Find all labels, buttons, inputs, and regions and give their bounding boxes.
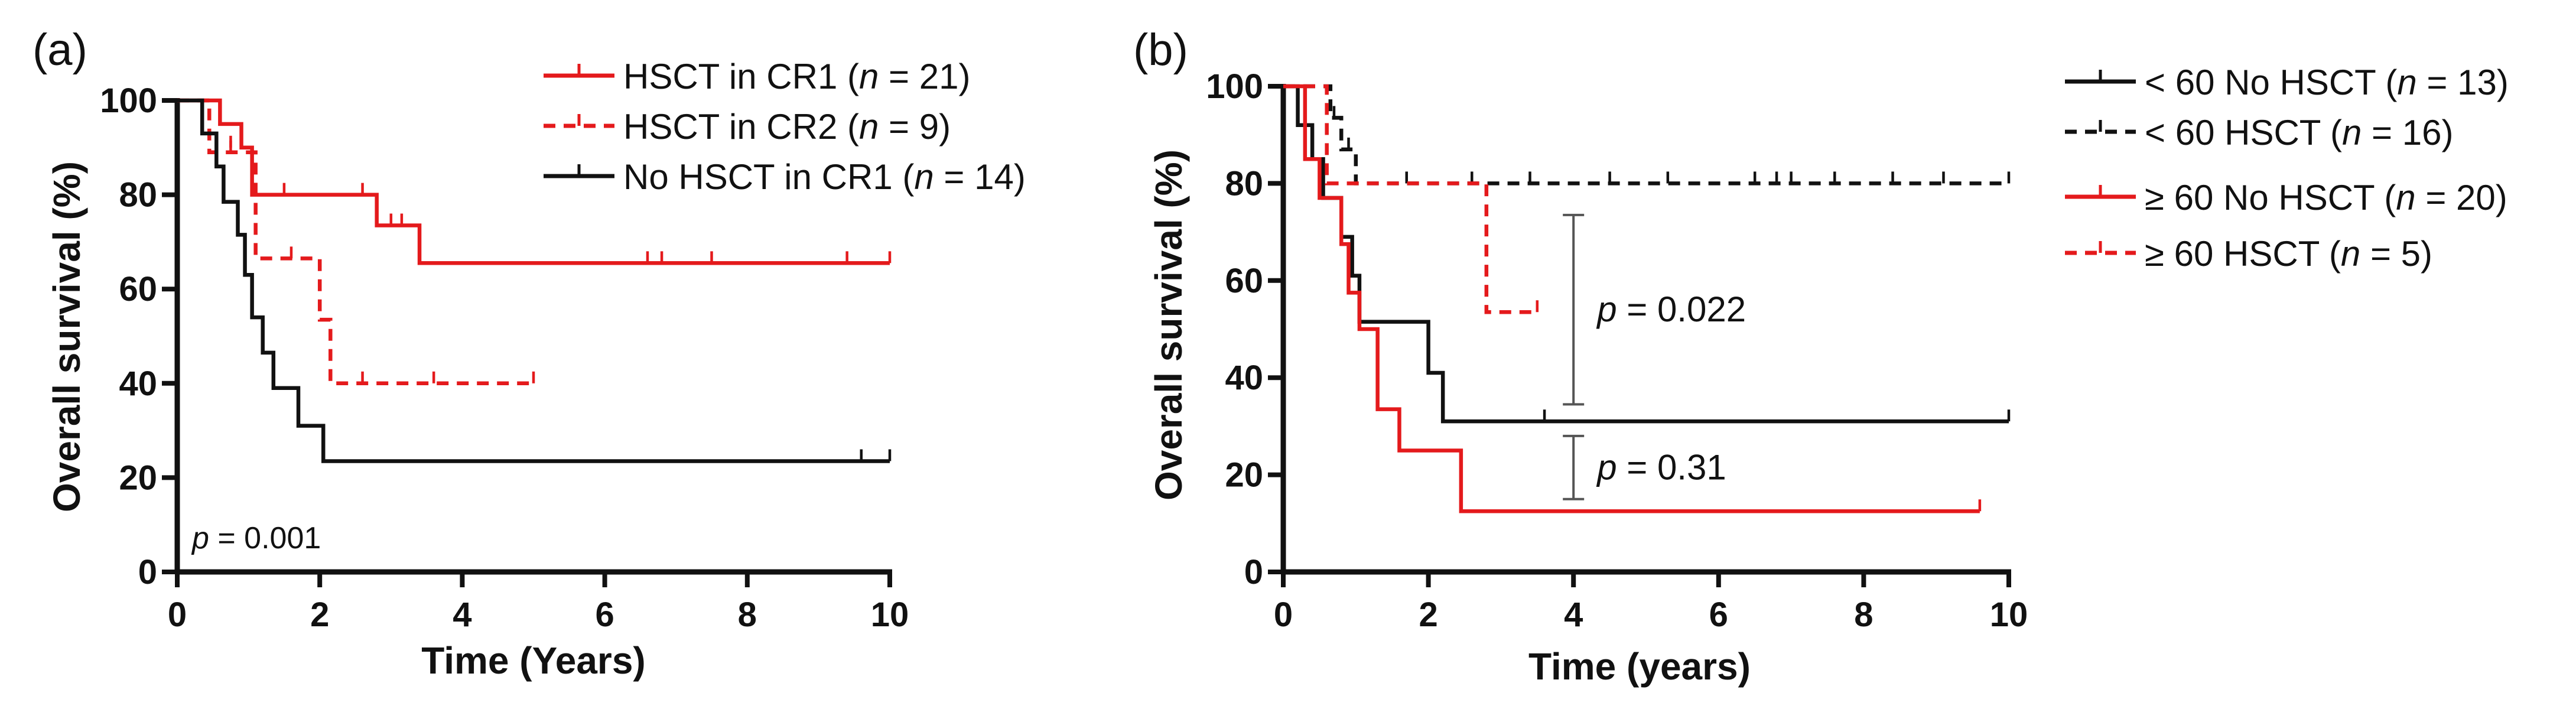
comparison-bracket-2: p = 0.31 — [1563, 434, 1726, 500]
y-tick-label: 20 — [119, 458, 157, 497]
panel-b-series — [1283, 84, 2011, 513]
panel-b-x-ticks: 0 2 4 6 8 10 — [1274, 572, 2028, 634]
series-no-hsct-in-cr1 — [177, 98, 892, 463]
panel-a-y-axis-title: Overall survival (%) — [45, 161, 88, 512]
survival-curve-no-hsct-in-cr1 — [177, 98, 890, 463]
y-tick-label: 80 — [119, 176, 157, 214]
panel-a-p-value: p = 0.001 — [191, 521, 321, 555]
legend-item-hsct-cr1: HSCT in CR1 (n = 21) — [544, 57, 970, 96]
x-tick-label: 6 — [1709, 596, 1728, 634]
panel-b-y-axis-title: Overall survival (%) — [1147, 149, 1190, 500]
panel-a-y-ticks: 0 20 40 60 80 100 — [100, 82, 177, 591]
x-tick-label: 10 — [1990, 596, 2028, 634]
survival-curve-hsct-in-cr2 — [177, 98, 534, 386]
x-tick-label: 10 — [871, 596, 909, 634]
series-lt-60-no-hsct — [1283, 84, 2011, 424]
panel-b: (b) 0 20 40 60 80 100 0 2 4 6 8 10 Overall surviva… — [1133, 25, 2509, 688]
survival-curve-hsct-in-cr1 — [177, 98, 890, 265]
panel-b-legend: < 60 No HSCT (n = 13) < 60 HSCT (n = 16)… — [2065, 63, 2509, 274]
y-tick-label: 40 — [1225, 359, 1263, 397]
panel-a-x-axis-title: Time (Years) — [421, 639, 645, 682]
series-lt-60-hsct — [1283, 84, 2011, 186]
x-tick-label: 8 — [738, 596, 757, 634]
panel-a: (a) 0 20 40 60 80 100 0 2 4 6 8 10 Overall surviva… — [32, 25, 1026, 682]
comparison-p-value: p = 0.022 — [1596, 290, 1746, 329]
series-ge-60-hsct — [1283, 84, 1539, 314]
y-tick-label: 0 — [138, 553, 157, 591]
x-tick-label: 4 — [1564, 596, 1583, 634]
legend-label: ≥ 60 HSCT (n = 5) — [2145, 234, 2432, 274]
legend-label: ≥ 60 No HSCT (n = 20) — [2145, 178, 2507, 217]
y-tick-label: 80 — [1225, 164, 1263, 203]
x-tick-label: 0 — [1274, 596, 1293, 634]
panel-a-series — [177, 98, 892, 463]
survival-curve-lt-60-no-hsct — [1283, 84, 2009, 424]
comparison-p-value: p = 0.31 — [1596, 447, 1726, 487]
legend-item-under60-hsct: < 60 HSCT (n = 16) — [2065, 113, 2454, 152]
y-tick-label: 20 — [1225, 456, 1263, 495]
series-hsct-in-cr2 — [177, 98, 535, 386]
legend-item-no-hsct-cr1: No HSCT in CR1 (n = 14) — [544, 157, 1026, 197]
survival-curve-lt-60-hsct — [1283, 84, 2009, 186]
legend-label: < 60 HSCT (n = 16) — [2145, 113, 2454, 152]
y-tick-label: 100 — [100, 82, 157, 120]
x-tick-label: 8 — [1854, 596, 1873, 634]
x-tick-label: 6 — [595, 596, 614, 634]
legend-item-over60-no-hsct: ≥ 60 No HSCT (n = 20) — [2065, 178, 2507, 217]
legend-item-hsct-cr2: HSCT in CR2 (n = 9) — [544, 107, 951, 147]
panel-a-label: (a) — [32, 25, 87, 75]
panel-b-label: (b) — [1133, 25, 1188, 75]
panel-a-legend: HSCT in CR1 (n = 21) HSCT in CR2 (n = 9)… — [544, 57, 1026, 197]
x-tick-label: 0 — [168, 596, 187, 634]
panel-b-comparisons: p = 0.022 p = 0.31 — [1563, 213, 1746, 500]
x-tick-label: 2 — [310, 596, 329, 634]
comparison-bracket-1: p = 0.022 — [1563, 213, 1746, 406]
series-hsct-in-cr1 — [177, 98, 892, 265]
legend-item-over60-hsct: ≥ 60 HSCT (n = 5) — [2065, 234, 2432, 274]
y-tick-label: 60 — [1225, 262, 1263, 300]
legend-item-under60-no-hsct: < 60 No HSCT (n = 13) — [2065, 63, 2509, 102]
legend-label: HSCT in CR1 (n = 21) — [623, 57, 970, 96]
legend-label: < 60 No HSCT (n = 13) — [2145, 63, 2509, 102]
x-tick-label: 2 — [1419, 596, 1437, 634]
y-tick-label: 0 — [1244, 553, 1263, 591]
y-tick-label: 40 — [119, 365, 157, 403]
legend-label: HSCT in CR2 (n = 9) — [623, 107, 951, 147]
panel-b-x-axis-title: Time (years) — [1528, 645, 1751, 688]
legend-label: No HSCT in CR1 (n = 14) — [623, 157, 1026, 197]
panel-b-y-ticks: 0 20 40 60 80 100 — [1206, 67, 1283, 591]
y-tick-label: 60 — [119, 270, 157, 308]
series-ge-60-no-hsct — [1283, 84, 1982, 513]
panel-a-x-ticks: 0 2 4 6 8 10 — [168, 572, 909, 634]
x-tick-label: 4 — [453, 596, 471, 634]
y-tick-label: 100 — [1206, 67, 1263, 106]
